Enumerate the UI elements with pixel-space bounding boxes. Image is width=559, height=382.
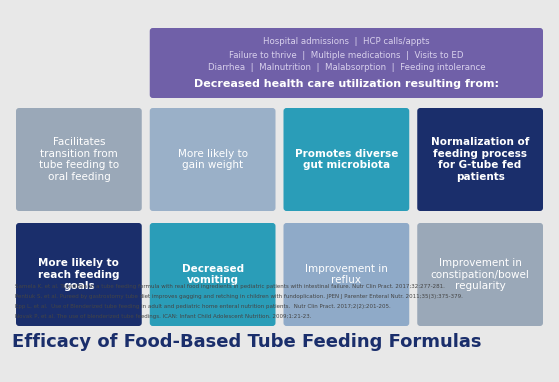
FancyBboxPatch shape bbox=[16, 223, 142, 326]
Text: Pentiuk S, et al. Pureed by gastrostomy tube diet improves gagging and retching : Pentiuk S, et al. Pureed by gastrostomy … bbox=[15, 294, 463, 299]
FancyBboxPatch shape bbox=[150, 28, 543, 98]
FancyBboxPatch shape bbox=[150, 108, 276, 211]
Text: Hospital admissions  |  HCP calls/appts: Hospital admissions | HCP calls/appts bbox=[263, 37, 430, 47]
FancyBboxPatch shape bbox=[283, 223, 409, 326]
Text: Samela K, et al. Transition to a tube feeding formula with real food ingredients: Samela K, et al. Transition to a tube fe… bbox=[15, 284, 445, 289]
Text: Failure to thrive  |  Multiple medications  |  Visits to ED: Failure to thrive | Multiple medications… bbox=[229, 50, 463, 60]
Text: Epp L, et al.  Use of Blenderized tube feeding in adult and pediatric home enter: Epp L, et al. Use of Blenderized tube fe… bbox=[15, 304, 391, 309]
FancyBboxPatch shape bbox=[283, 108, 409, 211]
Text: Promotes diverse
gut microbiota: Promotes diverse gut microbiota bbox=[295, 149, 398, 170]
FancyBboxPatch shape bbox=[16, 108, 142, 211]
Text: More likely to
reach feeding
goals: More likely to reach feeding goals bbox=[38, 258, 120, 291]
Text: Novak P, et al. The use of blenderized tube feedings. ICAN: Infant Child Adolesc: Novak P, et al. The use of blenderized t… bbox=[15, 314, 311, 319]
Text: Improvement in
reflux: Improvement in reflux bbox=[305, 264, 388, 285]
Text: Facilitates
transition from
tube feeding to
oral feeding: Facilitates transition from tube feeding… bbox=[39, 137, 119, 182]
FancyBboxPatch shape bbox=[150, 223, 276, 326]
FancyBboxPatch shape bbox=[417, 223, 543, 326]
Text: Decreased health care utilization resulting from:: Decreased health care utilization result… bbox=[194, 79, 499, 89]
Text: Diarrhea  |  Malnutrition  |  Malabsorption  |  Feeding intolerance: Diarrhea | Malnutrition | Malabsorption … bbox=[207, 63, 485, 73]
Text: Normalization of
feeding process
for G-tube fed
patients: Normalization of feeding process for G-t… bbox=[431, 137, 529, 182]
Text: Decreased
vomiting: Decreased vomiting bbox=[182, 264, 244, 285]
Text: Efficacy of Food-Based Tube Feeding Formulas: Efficacy of Food-Based Tube Feeding Form… bbox=[12, 333, 481, 351]
Text: Improvement in
constipation/bowel
regularity: Improvement in constipation/bowel regula… bbox=[430, 258, 529, 291]
Text: More likely to
gain weight: More likely to gain weight bbox=[178, 149, 248, 170]
FancyBboxPatch shape bbox=[417, 108, 543, 211]
